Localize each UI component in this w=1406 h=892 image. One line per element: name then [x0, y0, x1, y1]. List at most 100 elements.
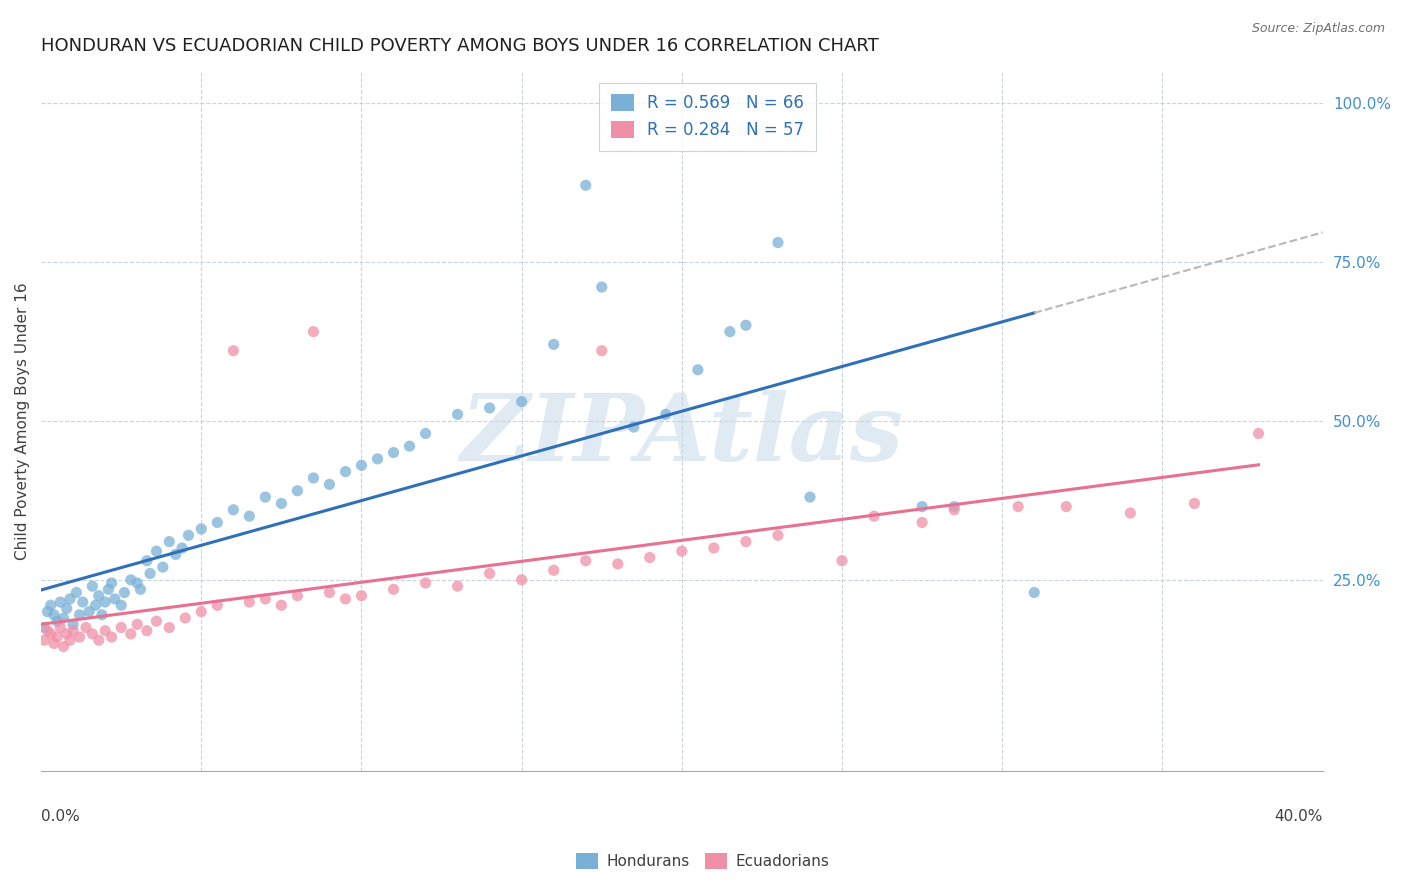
Point [718, 325, 741, 339]
Point [69, 630, 91, 644]
Point [382, 582, 405, 597]
Point [735, 534, 758, 549]
Point [157, 534, 180, 549]
Point [87, 589, 110, 603]
Point [104, 591, 127, 606]
Point [478, 566, 501, 581]
Point [446, 579, 468, 593]
Point [302, 325, 325, 339]
Point [129, 582, 152, 597]
Point [46, 630, 69, 644]
Point [766, 528, 789, 542]
Point [37, 624, 59, 638]
Y-axis label: Child Poverty Among Boys Under 16: Child Poverty Among Boys Under 16 [15, 282, 30, 559]
Point [49, 621, 72, 635]
Point [911, 500, 934, 514]
Point [382, 445, 405, 459]
Point [350, 589, 373, 603]
Point [100, 576, 122, 591]
Point [238, 595, 260, 609]
Point [87, 633, 110, 648]
Point [1024, 585, 1046, 599]
Point [415, 426, 437, 441]
Point [97, 582, 120, 597]
Text: 0.0%: 0.0% [41, 809, 80, 824]
Point [69, 607, 91, 622]
Point [46, 614, 69, 628]
Point [135, 554, 157, 568]
Point [82, 579, 104, 593]
Point [478, 401, 501, 415]
Point [165, 547, 187, 561]
Point [510, 394, 533, 409]
Point [831, 554, 853, 568]
Point [110, 621, 132, 635]
Point [270, 599, 292, 613]
Point [75, 621, 97, 635]
Point [671, 544, 693, 558]
Point [127, 576, 149, 591]
Point [270, 496, 292, 510]
Point [799, 490, 821, 504]
Point [335, 591, 357, 606]
Point [287, 483, 309, 498]
Point [120, 573, 142, 587]
Point [110, 599, 132, 613]
Point [52, 640, 75, 654]
Point [65, 585, 87, 599]
Point [1007, 500, 1029, 514]
Point [112, 585, 135, 599]
Point [190, 605, 212, 619]
Point [254, 490, 277, 504]
Point [318, 477, 340, 491]
Point [1184, 496, 1206, 510]
Point [49, 595, 72, 609]
Point [157, 621, 180, 635]
Point [207, 599, 229, 613]
Point [77, 605, 100, 619]
Point [152, 560, 174, 574]
Legend: R = 0.569   N = 66, R = 0.284   N = 57: R = 0.569 N = 66, R = 0.284 N = 57 [599, 83, 815, 151]
Point [575, 178, 598, 193]
Point [318, 585, 340, 599]
Point [55, 601, 77, 615]
Point [177, 528, 200, 542]
Point [703, 541, 725, 555]
Point [39, 599, 62, 613]
Point [366, 451, 388, 466]
Point [302, 471, 325, 485]
Point [943, 503, 966, 517]
Point [398, 439, 420, 453]
Point [59, 591, 82, 606]
Point [287, 589, 309, 603]
Point [62, 624, 84, 638]
Text: HONDURAN VS ECUADORIAN CHILD POVERTY AMONG BOYS UNDER 16 CORRELATION CHART: HONDURAN VS ECUADORIAN CHILD POVERTY AMO… [41, 37, 879, 55]
Point [238, 509, 260, 524]
Point [222, 343, 245, 358]
Text: ZIPAtlas: ZIPAtlas [460, 390, 904, 480]
Point [39, 627, 62, 641]
Point [686, 363, 709, 377]
Point [655, 408, 678, 422]
Point [638, 550, 661, 565]
Point [52, 611, 75, 625]
Point [1054, 500, 1077, 514]
Point [94, 624, 117, 638]
Point [59, 633, 82, 648]
Point [543, 563, 565, 577]
Point [170, 541, 193, 555]
Legend: Hondurans, Ecuadorians: Hondurans, Ecuadorians [569, 847, 837, 875]
Point [1119, 506, 1142, 520]
Point [222, 503, 245, 517]
Point [207, 516, 229, 530]
Point [446, 408, 468, 422]
Point [34, 633, 56, 648]
Point [335, 465, 357, 479]
Point [55, 627, 77, 641]
Point [350, 458, 373, 473]
Point [623, 420, 645, 434]
Point [37, 605, 59, 619]
Text: 40.0%: 40.0% [1274, 809, 1323, 824]
Point [1247, 426, 1270, 441]
Point [42, 607, 65, 622]
